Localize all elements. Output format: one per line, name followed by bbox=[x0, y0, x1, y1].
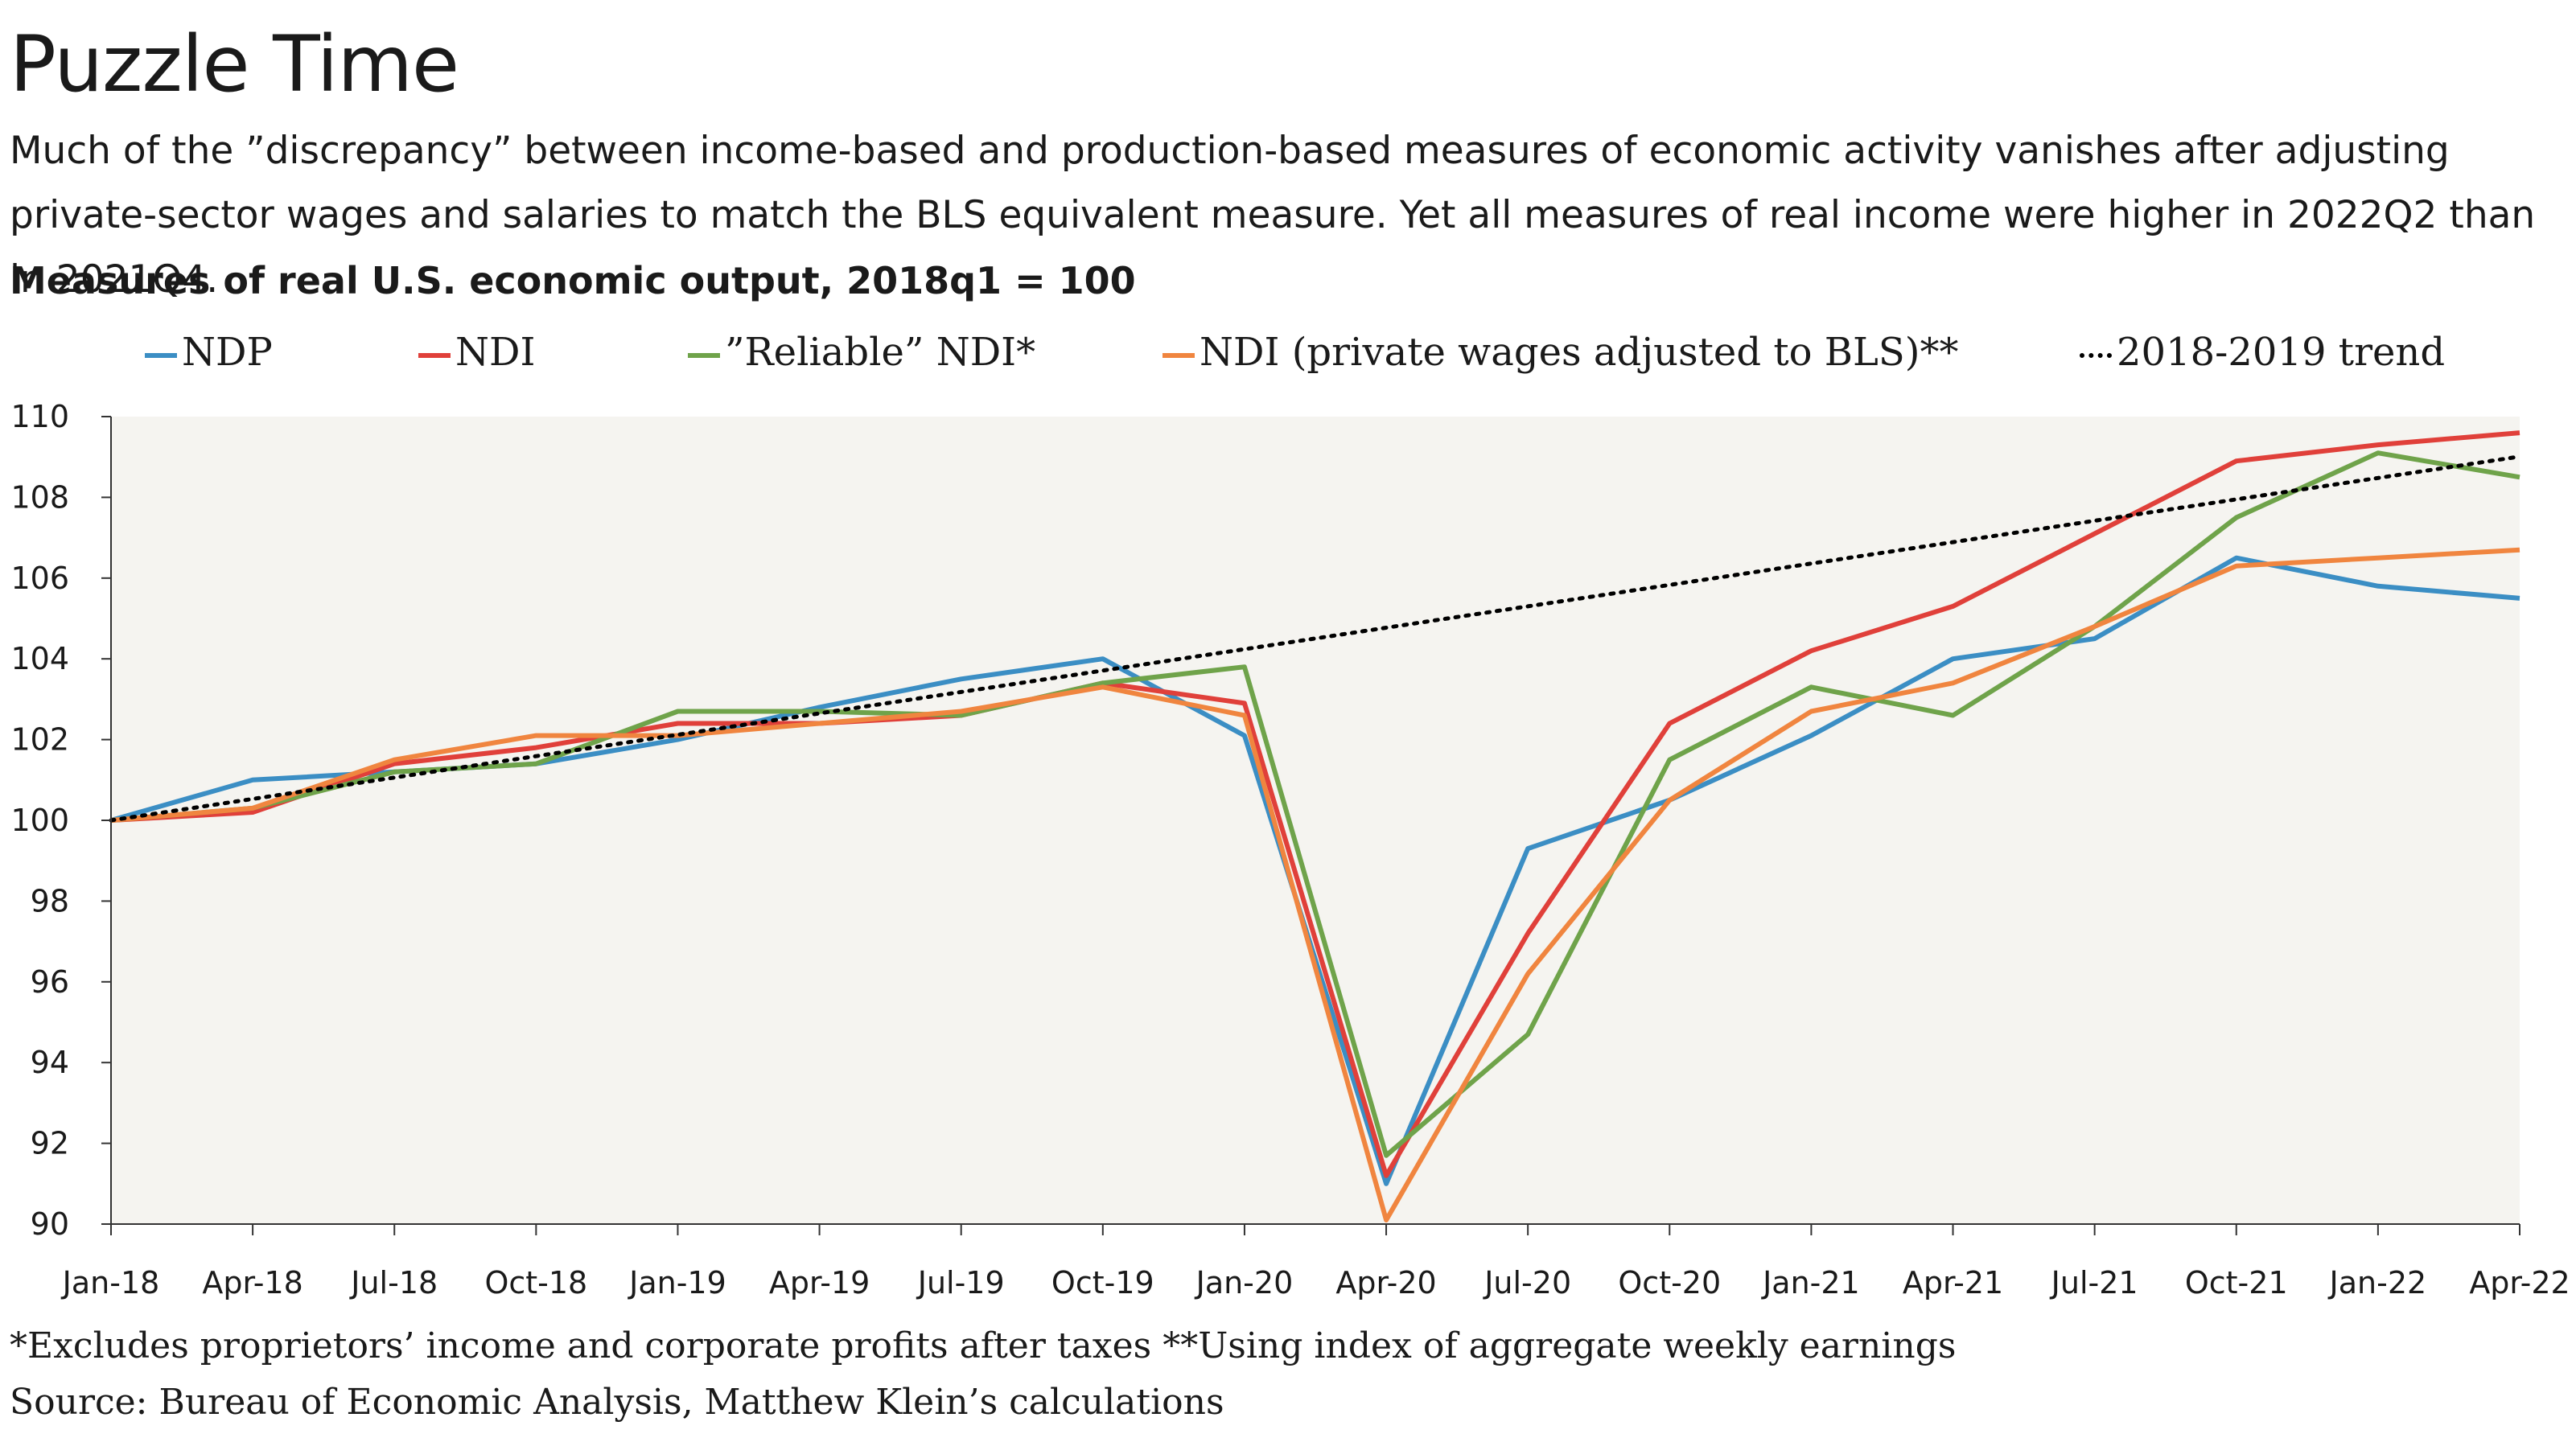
y-tick-label: 106 bbox=[10, 561, 69, 596]
x-tick-label: Jan-20 bbox=[1195, 1265, 1294, 1300]
legend-item-trend: 2018-2019 trend bbox=[2080, 330, 2445, 378]
legend-swatch-reliable-ndi bbox=[688, 352, 720, 358]
legend-item-ndi: NDI bbox=[418, 330, 535, 378]
x-tick-label: Apr-19 bbox=[769, 1265, 870, 1300]
series-line-1 bbox=[110, 430, 2520, 1178]
legend-swatch-ndi bbox=[418, 352, 451, 358]
page-subtitle: Much of the ”discrepancy” between income… bbox=[10, 129, 2536, 302]
y-tick-label: 108 bbox=[10, 479, 69, 515]
legend-label-ndi-bls: NDI (private wages adjusted to BLS)** bbox=[1200, 330, 1959, 375]
legend-swatch-trend bbox=[2080, 352, 2112, 358]
legend-swatch-ndp bbox=[145, 352, 177, 358]
legend-item-ndi-bls: NDI (private wages adjusted to BLS)** bbox=[1162, 330, 1959, 378]
y-tick-label: 96 bbox=[31, 964, 69, 1000]
x-tick-label: Oct-21 bbox=[2185, 1265, 2288, 1300]
y-tick-label: 102 bbox=[10, 722, 69, 758]
plot-area bbox=[111, 417, 2520, 1224]
x-tick-label: Oct-18 bbox=[484, 1265, 587, 1300]
y-tick-label: 104 bbox=[10, 641, 69, 676]
x-tick-label: Jan-18 bbox=[61, 1265, 160, 1300]
legend-label-ndi: NDI bbox=[455, 330, 536, 375]
series-line-4 bbox=[109, 454, 2522, 823]
y-tick-label: 92 bbox=[31, 1126, 69, 1161]
x-tick-label: Jan-22 bbox=[2328, 1265, 2427, 1300]
x-tick-label: Apr-20 bbox=[1335, 1265, 1436, 1300]
legend-label-ndp: NDP bbox=[182, 330, 273, 375]
y-tick-label: 98 bbox=[31, 883, 69, 918]
y-tick-label: 94 bbox=[31, 1045, 69, 1080]
legend-swatch-ndi-bls bbox=[1162, 352, 1195, 358]
source-note: Source: Bureau of Economic Analysis, Mat… bbox=[10, 1382, 1224, 1423]
x-tick-label: Jan-21 bbox=[1761, 1265, 1860, 1300]
x-tick-label: Jul-19 bbox=[916, 1265, 1005, 1300]
x-tick-label: Apr-21 bbox=[1903, 1265, 2003, 1300]
x-tick-label: Jul-20 bbox=[1483, 1265, 1571, 1300]
footnote: *Excludes proprietors’ income and corpor… bbox=[10, 1325, 1957, 1366]
x-tick-label: Jul-18 bbox=[349, 1265, 438, 1300]
x-tick-label: Oct-19 bbox=[1051, 1265, 1154, 1300]
series-line-3 bbox=[110, 547, 2520, 1222]
x-tick-label: Apr-18 bbox=[202, 1265, 302, 1300]
x-tick-label: Jul-21 bbox=[2050, 1265, 2138, 1300]
series-line-2 bbox=[110, 450, 2520, 1158]
chart-title: Measures of real U.S. economic output, 2… bbox=[10, 259, 1136, 302]
page-title: Puzzle Time bbox=[10, 19, 459, 109]
y-tick-label: 90 bbox=[31, 1206, 69, 1242]
legend-label-reliable-ndi: ”Reliable” NDI* bbox=[725, 330, 1036, 375]
x-tick-label: Apr-22 bbox=[2469, 1265, 2570, 1300]
y-tick-label: 100 bbox=[10, 803, 69, 838]
y-tick-label: 110 bbox=[10, 399, 69, 434]
legend-item-reliable-ndi: ”Reliable” NDI* bbox=[688, 330, 1035, 378]
legend-item-ndp: NDP bbox=[145, 330, 273, 378]
legend-label-trend: 2018-2019 trend bbox=[2117, 330, 2446, 375]
x-tick-label: Jan-19 bbox=[628, 1265, 726, 1300]
x-tick-label: Oct-20 bbox=[1618, 1265, 1721, 1300]
